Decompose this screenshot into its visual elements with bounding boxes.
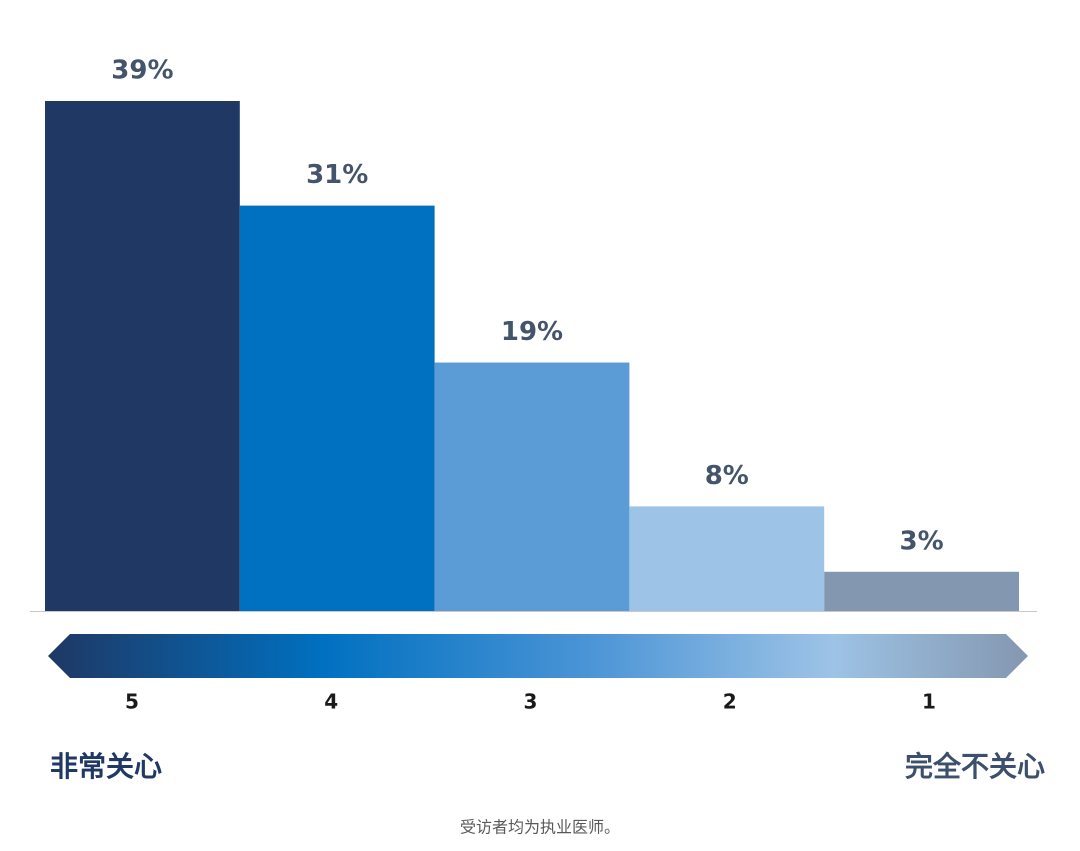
bar (629, 506, 825, 611)
bar (434, 362, 630, 611)
value-label: 39% (111, 56, 173, 86)
category-label: 4 (324, 690, 338, 714)
scale-arrow (48, 634, 1028, 678)
right-annotation: 完全不关心 (905, 750, 1045, 783)
value-label: 31% (306, 160, 368, 190)
category-label: 3 (524, 690, 538, 714)
value-label: 8% (705, 461, 749, 491)
value-label: 19% (501, 317, 563, 347)
bar (45, 101, 240, 611)
bar (824, 571, 1019, 611)
left-annotation: 非常关心 (50, 750, 162, 783)
bar (239, 205, 435, 611)
category-label: 5 (125, 690, 139, 714)
note: 受访者均为执业医师。 (460, 818, 620, 837)
category-label: 1 (922, 690, 936, 714)
value-label: 3% (900, 526, 944, 556)
category-label: 2 (723, 690, 737, 714)
